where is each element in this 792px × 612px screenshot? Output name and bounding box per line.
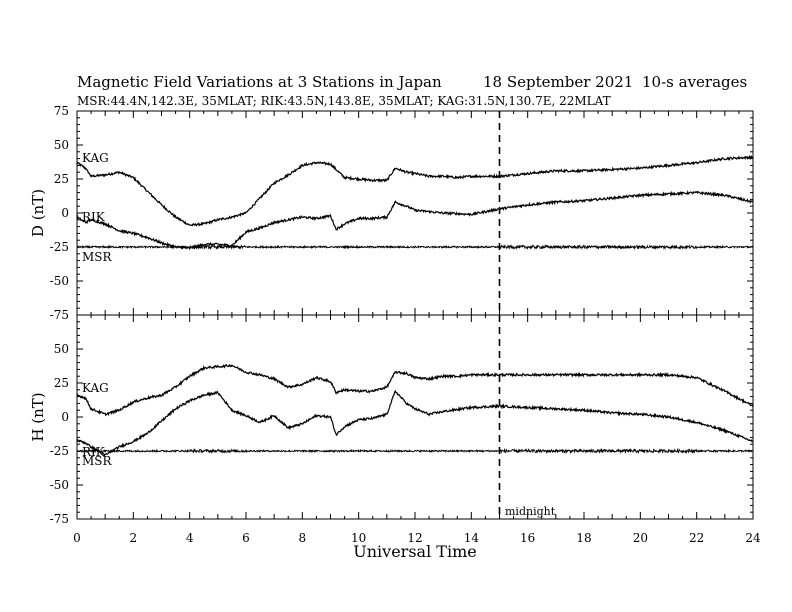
xtick-label: 16 [520,531,535,545]
series-msr-d [76,243,753,251]
series-rik-h [76,389,754,457]
xtick-label: 22 [689,531,704,545]
series-kag-h [76,363,754,417]
panel-d-ytick-label: -75 [50,308,69,322]
panel-h-ylabel: H (nT) [29,392,47,441]
label-midnight: midnight [505,505,556,518]
xtick-label: 8 [299,531,307,545]
label-msr-d: MSR [82,250,113,264]
panel-h-ytick-label: -75 [50,512,69,526]
xtick-label: 4 [186,531,194,545]
chart-title: Magnetic Field Variations at 3 Stations … [77,73,442,91]
chart-averaging: 10-s averages [642,73,748,91]
label-kag-d: KAG [82,151,109,165]
xtick-label: 18 [576,531,591,545]
xtick-label: 2 [130,531,138,545]
panel-d-ytick-label: 25 [54,172,69,186]
panel-d-ytick-label: -25 [50,240,69,254]
label-msr-h: MSR [82,454,113,468]
panel-h-ytick-label: -25 [50,444,69,458]
panel-d-ytick-label: 75 [54,104,69,118]
label-kag-h: KAG [82,381,109,395]
panel-d-ylabel: D (nT) [29,189,47,237]
xtick-label: 0 [73,531,81,545]
label-rik-d: RIK [82,210,106,224]
xtick-label: 6 [242,531,250,545]
panel-d-frame [76,110,754,316]
panel-d-ytick-label: 50 [54,138,69,152]
label-rik-h: RIK [82,445,106,459]
station-coordinates: MSR:44.4N,142.3E, 35MLAT; RIK:43.5N,143.… [77,94,611,108]
series-kag-d [76,154,754,227]
panel-d-ytick-label: 0 [61,206,69,220]
xtick-label: 14 [464,531,480,545]
panel-h-ytick-label: 25 [54,376,69,390]
xtick-label: 10 [351,531,366,545]
series-rik-d [76,189,754,251]
xtick-label: 24 [745,531,761,545]
panel-h-ytick-label: 0 [61,410,69,424]
xtick-label: 12 [407,531,422,545]
xtick-label: 20 [633,531,648,545]
x-axis-label: Universal Time [353,542,476,561]
panel-d-ytick-label: -50 [50,274,69,288]
panel-h-ytick-label: -50 [50,478,69,492]
series-msr-h [76,447,754,455]
chart-date: 18 September 2021 [483,73,634,91]
panel-h-ytick-label: 50 [54,342,69,356]
